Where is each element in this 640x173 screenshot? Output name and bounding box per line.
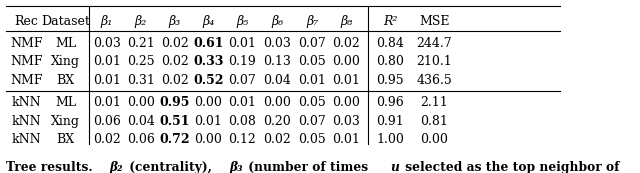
Text: 0.08: 0.08	[228, 115, 257, 128]
Text: R²: R²	[383, 15, 397, 28]
Text: 0.06: 0.06	[127, 133, 155, 146]
Text: 0.01: 0.01	[195, 115, 223, 128]
Text: 1.00: 1.00	[376, 133, 404, 146]
Text: ML: ML	[55, 96, 76, 109]
Text: 0.12: 0.12	[228, 133, 256, 146]
Text: Rec: Rec	[14, 15, 38, 28]
Text: 0.91: 0.91	[376, 115, 404, 128]
Text: β₂: β₂	[134, 15, 147, 28]
Text: NMF: NMF	[10, 37, 42, 50]
Text: NMF: NMF	[10, 55, 42, 68]
Text: (centrality),: (centrality),	[125, 161, 216, 173]
Text: kNN: kNN	[12, 96, 41, 109]
Text: 0.02: 0.02	[161, 74, 189, 87]
Text: 2.11: 2.11	[420, 96, 448, 109]
Text: β₃: β₃	[168, 15, 180, 28]
Text: 0.95: 0.95	[376, 74, 404, 87]
Text: β₈: β₈	[340, 15, 353, 28]
Text: 0.00: 0.00	[332, 96, 360, 109]
Text: (number of times: (number of times	[244, 161, 373, 173]
Text: BX: BX	[56, 133, 75, 146]
Text: 0.01: 0.01	[332, 133, 360, 146]
Text: 0.03: 0.03	[264, 37, 291, 50]
Text: 0.04: 0.04	[127, 115, 155, 128]
Text: 0.00: 0.00	[332, 55, 360, 68]
Text: 0.20: 0.20	[264, 115, 291, 128]
Text: 0.07: 0.07	[299, 37, 326, 50]
Text: 0.02: 0.02	[332, 37, 360, 50]
Text: 0.03: 0.03	[93, 37, 121, 50]
Text: 0.25: 0.25	[127, 55, 155, 68]
Text: MSE: MSE	[419, 15, 450, 28]
Text: 0.19: 0.19	[228, 55, 256, 68]
Text: u: u	[390, 161, 399, 173]
Text: 0.00: 0.00	[127, 96, 155, 109]
Text: 0.05: 0.05	[299, 55, 326, 68]
Text: 0.01: 0.01	[298, 74, 326, 87]
Text: 0.96: 0.96	[376, 96, 404, 109]
Text: 0.00: 0.00	[420, 133, 449, 146]
Text: ML: ML	[55, 37, 76, 50]
Text: 0.01: 0.01	[228, 37, 257, 50]
Text: kNN: kNN	[12, 133, 41, 146]
Text: β₆: β₆	[271, 15, 284, 28]
Text: 0.05: 0.05	[299, 133, 326, 146]
Text: 0.00: 0.00	[195, 133, 223, 146]
Text: 0.02: 0.02	[93, 133, 121, 146]
Text: kNN: kNN	[12, 115, 41, 128]
Text: 0.00: 0.00	[195, 96, 223, 109]
Text: 0.33: 0.33	[193, 55, 224, 68]
Text: β₅: β₅	[236, 15, 248, 28]
Text: 436.5: 436.5	[417, 74, 452, 87]
Text: 0.06: 0.06	[93, 115, 121, 128]
Text: Dataset: Dataset	[41, 15, 90, 28]
Text: 0.07: 0.07	[299, 115, 326, 128]
Text: 210.1: 210.1	[417, 55, 452, 68]
Text: 0.80: 0.80	[376, 55, 404, 68]
Text: Tree results.: Tree results.	[6, 161, 97, 173]
Text: BX: BX	[56, 74, 75, 87]
Text: 0.01: 0.01	[93, 74, 121, 87]
Text: β₃: β₃	[229, 161, 243, 173]
Text: 0.61: 0.61	[193, 37, 224, 50]
Text: 0.02: 0.02	[264, 133, 291, 146]
Text: 0.02: 0.02	[161, 37, 189, 50]
Text: β₄: β₄	[202, 15, 214, 28]
Text: 0.95: 0.95	[159, 96, 190, 109]
Text: 0.13: 0.13	[264, 55, 291, 68]
Text: selected as the top neighbor of: selected as the top neighbor of	[401, 161, 620, 173]
Text: 0.01: 0.01	[228, 96, 257, 109]
Text: 0.03: 0.03	[332, 115, 360, 128]
Text: 0.00: 0.00	[264, 96, 291, 109]
Text: 0.01: 0.01	[93, 55, 121, 68]
Text: 0.52: 0.52	[193, 74, 224, 87]
Text: 0.81: 0.81	[420, 115, 449, 128]
Text: 0.04: 0.04	[264, 74, 291, 87]
Text: Xing: Xing	[51, 115, 80, 128]
Text: β₂: β₂	[110, 161, 124, 173]
Text: β₇: β₇	[307, 15, 319, 28]
Text: 0.72: 0.72	[159, 133, 190, 146]
Text: NMF: NMF	[10, 74, 42, 87]
Text: 0.51: 0.51	[159, 115, 190, 128]
Text: 0.02: 0.02	[161, 55, 189, 68]
Text: 0.31: 0.31	[127, 74, 155, 87]
Text: 0.01: 0.01	[332, 74, 360, 87]
Text: 0.05: 0.05	[299, 96, 326, 109]
Text: Xing: Xing	[51, 55, 80, 68]
Text: β₁: β₁	[100, 15, 113, 28]
Text: 0.07: 0.07	[228, 74, 256, 87]
Text: 0.84: 0.84	[376, 37, 404, 50]
Text: 0.21: 0.21	[127, 37, 155, 50]
Text: 0.01: 0.01	[93, 96, 121, 109]
Text: 244.7: 244.7	[417, 37, 452, 50]
